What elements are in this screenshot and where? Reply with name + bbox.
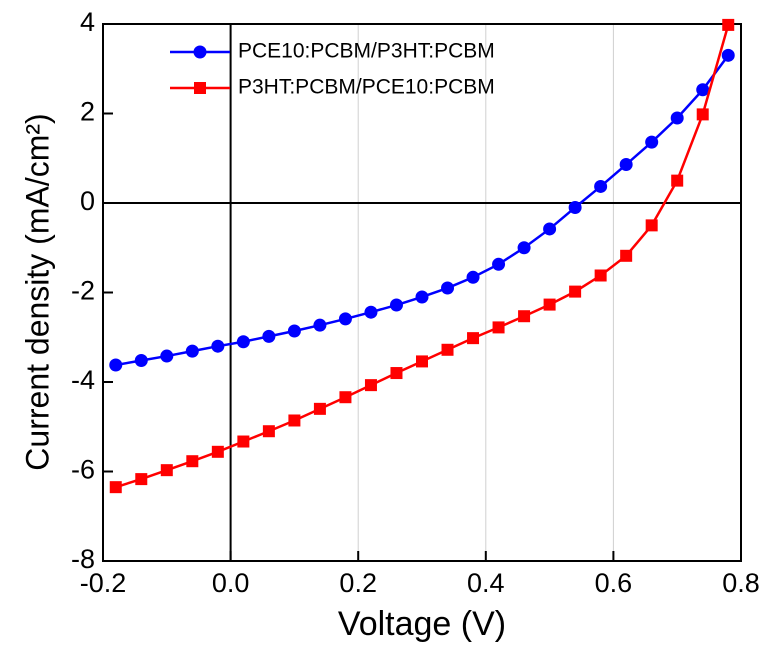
data-point	[339, 391, 352, 404]
data-point	[313, 318, 327, 332]
x-tick-label: 0.8	[722, 568, 760, 598]
plot-frame	[102, 23, 742, 562]
data-point	[109, 358, 123, 372]
data-point	[185, 344, 199, 358]
data-point	[288, 414, 301, 427]
legend-label: P3HT:PCBM/PCE10:PCBM	[238, 76, 495, 99]
data-point	[415, 290, 429, 304]
data-point	[211, 339, 225, 353]
data-point	[109, 481, 122, 494]
data-point	[364, 305, 378, 319]
legend-label: PCE10:PCBM/P3HT:PCBM	[238, 40, 495, 63]
data-point	[237, 435, 250, 448]
data-point	[389, 298, 403, 312]
y-tick-label: -2	[71, 276, 95, 306]
data-point	[441, 343, 454, 356]
data-point	[338, 312, 352, 326]
data-point	[696, 83, 710, 97]
data-point	[160, 464, 173, 477]
data-point	[517, 241, 531, 255]
data-point	[518, 310, 531, 323]
data-point	[722, 18, 735, 31]
data-point	[670, 111, 684, 125]
y-tick-label: -6	[71, 455, 95, 485]
data-point	[619, 158, 633, 172]
data-point	[134, 354, 148, 368]
data-point	[211, 445, 224, 458]
data-point	[569, 285, 582, 298]
data-point	[671, 174, 684, 187]
data-point	[262, 329, 276, 343]
series-line	[115, 54, 730, 367]
data-point	[467, 332, 480, 345]
x-tick-label: 0.0	[212, 568, 250, 598]
legend-marker	[193, 45, 207, 59]
data-point	[364, 379, 377, 392]
y-tick-label: 4	[80, 7, 95, 37]
y-tick-label: 2	[80, 97, 95, 127]
data-point	[620, 249, 633, 262]
y-axis-label: Current density (mA/cm²)	[19, 113, 55, 470]
data-point	[696, 108, 709, 121]
data-point	[492, 321, 505, 334]
data-point	[492, 257, 506, 271]
data-point	[568, 200, 582, 214]
data-point	[466, 270, 480, 284]
data-point	[313, 402, 326, 415]
y-tick-label: 0	[80, 186, 95, 216]
data-point	[186, 455, 199, 468]
x-tick-label: 0.6	[595, 568, 633, 598]
data-point	[441, 281, 455, 295]
data-point	[645, 135, 659, 149]
y-tick-label: -4	[71, 365, 95, 395]
data-point	[543, 222, 557, 236]
data-point	[594, 179, 608, 193]
data-point	[390, 367, 403, 380]
data-point	[160, 349, 174, 363]
y-tick-label: -8	[71, 544, 95, 574]
data-point	[721, 48, 735, 62]
data-point	[236, 335, 250, 349]
data-point	[645, 219, 658, 232]
data-point	[135, 473, 148, 486]
data-point	[287, 324, 301, 338]
data-point	[543, 298, 556, 311]
data-point	[416, 355, 428, 368]
x-tick-label: 0.4	[467, 568, 505, 598]
legend-marker	[194, 82, 206, 94]
x-axis-label: Voltage (V)	[338, 605, 506, 643]
x-tick-label: -0.2	[80, 568, 127, 598]
data-point	[594, 269, 607, 282]
x-tick-label: 0.2	[339, 568, 377, 598]
data-point	[262, 425, 275, 438]
